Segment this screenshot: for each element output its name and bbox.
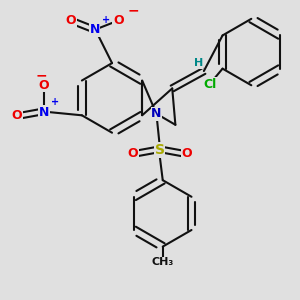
Text: N: N: [89, 23, 100, 36]
Text: −: −: [127, 3, 139, 17]
Text: +: +: [102, 15, 110, 25]
Text: Cl: Cl: [203, 78, 217, 91]
Text: O: O: [66, 14, 76, 27]
Text: N: N: [151, 107, 162, 120]
Text: O: O: [39, 79, 49, 92]
Text: O: O: [12, 109, 22, 122]
Text: O: O: [113, 14, 124, 27]
Text: −: −: [35, 68, 47, 82]
Text: N: N: [39, 106, 49, 118]
Text: S: S: [154, 143, 165, 157]
Text: O: O: [181, 147, 192, 160]
Text: H: H: [194, 58, 203, 68]
Text: +: +: [51, 97, 59, 107]
Text: CH₃: CH₃: [152, 257, 174, 267]
Text: O: O: [128, 147, 138, 160]
